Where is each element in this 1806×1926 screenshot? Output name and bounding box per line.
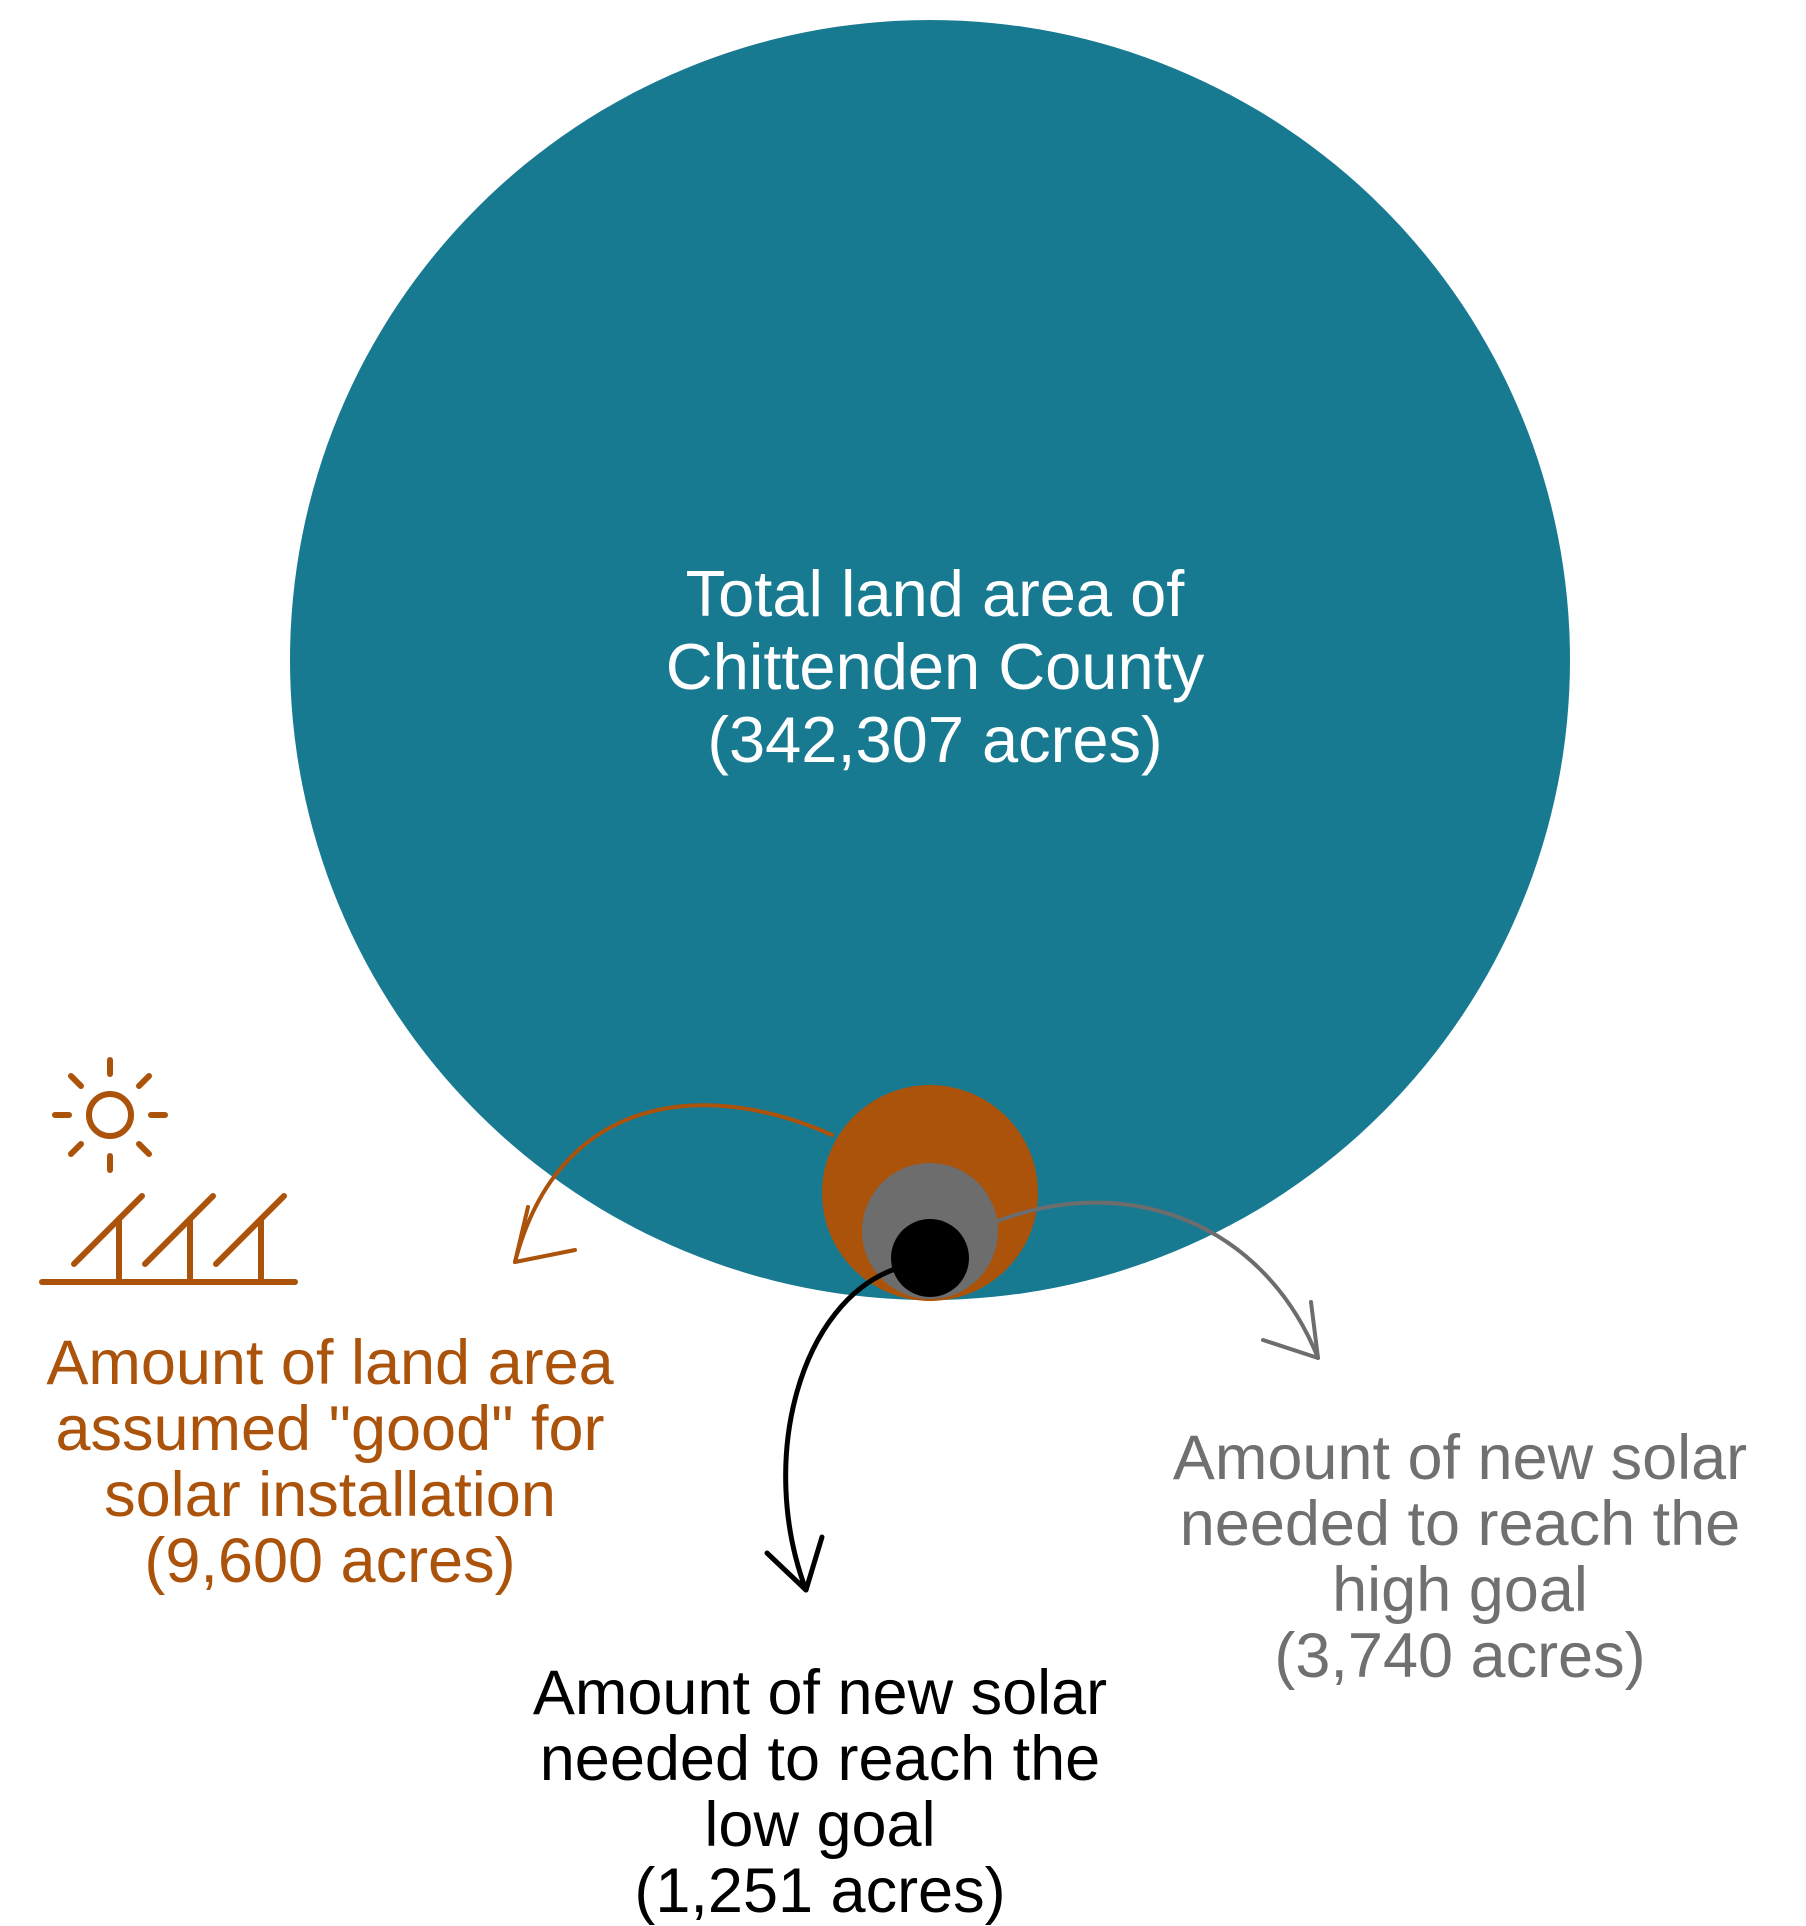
panel	[142, 1193, 216, 1267]
good-area-label: Amount of land area assumed "good" for s…	[10, 1330, 650, 1594]
sun-ray	[136, 1141, 152, 1157]
total-area-acres: (342,307 acres)	[707, 703, 1163, 776]
sun-ray	[136, 1073, 152, 1089]
good-arrow-head	[513, 1205, 577, 1264]
low-goal-circle	[891, 1219, 969, 1297]
high-goal-label-line: needed to reach the	[1179, 1489, 1741, 1559]
low-arrow-line	[783, 1265, 901, 1593]
good-area-label-line: Amount of land area	[46, 1328, 614, 1398]
good-area-acres: (9,600 acres)	[144, 1526, 516, 1596]
sun-ray	[68, 1073, 84, 1089]
panels-icon	[39, 1193, 298, 1285]
low-arrow	[764, 1265, 901, 1593]
high-arrow-line	[993, 1200, 1320, 1360]
total-area-circle	[290, 20, 1570, 1300]
low-goal-label: Amount of new solar needed to reach the …	[490, 1660, 1150, 1924]
good-arrow-line	[513, 1103, 834, 1264]
panel	[213, 1193, 287, 1267]
total-area-label-line: Total land area of	[685, 557, 1185, 630]
sun-ray	[68, 1141, 84, 1157]
low-goal-label-line: Amount of new solar	[532, 1658, 1108, 1728]
high-goal-acres: (3,740 acres)	[1274, 1621, 1646, 1691]
panel	[71, 1193, 145, 1267]
solar-panel-icon	[39, 1057, 298, 1285]
total-area-label-line: Chittenden County	[665, 630, 1205, 703]
high-goal-label-line: high goal	[1332, 1555, 1588, 1625]
high-goal-label-line: Amount of new solar	[1172, 1423, 1748, 1493]
high-arrow-head	[1261, 1300, 1320, 1360]
low-goal-acres: (1,251 acres)	[634, 1856, 1006, 1926]
high-arrow	[993, 1200, 1320, 1360]
good-arrow	[513, 1103, 834, 1264]
good-area-label-line: assumed "good" for	[55, 1394, 605, 1464]
sun-icon	[52, 1057, 168, 1173]
high-goal-label: Amount of new solar needed to reach the …	[1130, 1425, 1790, 1689]
total-area-label: Total land area of Chittenden County (34…	[580, 557, 1290, 776]
good-area-label-line: solar installation	[104, 1460, 556, 1530]
sun-core	[86, 1091, 134, 1139]
low-goal-label-line: low goal	[704, 1790, 936, 1860]
low-goal-label-line: needed to reach the	[539, 1724, 1101, 1794]
low-arrow-head	[764, 1534, 825, 1593]
